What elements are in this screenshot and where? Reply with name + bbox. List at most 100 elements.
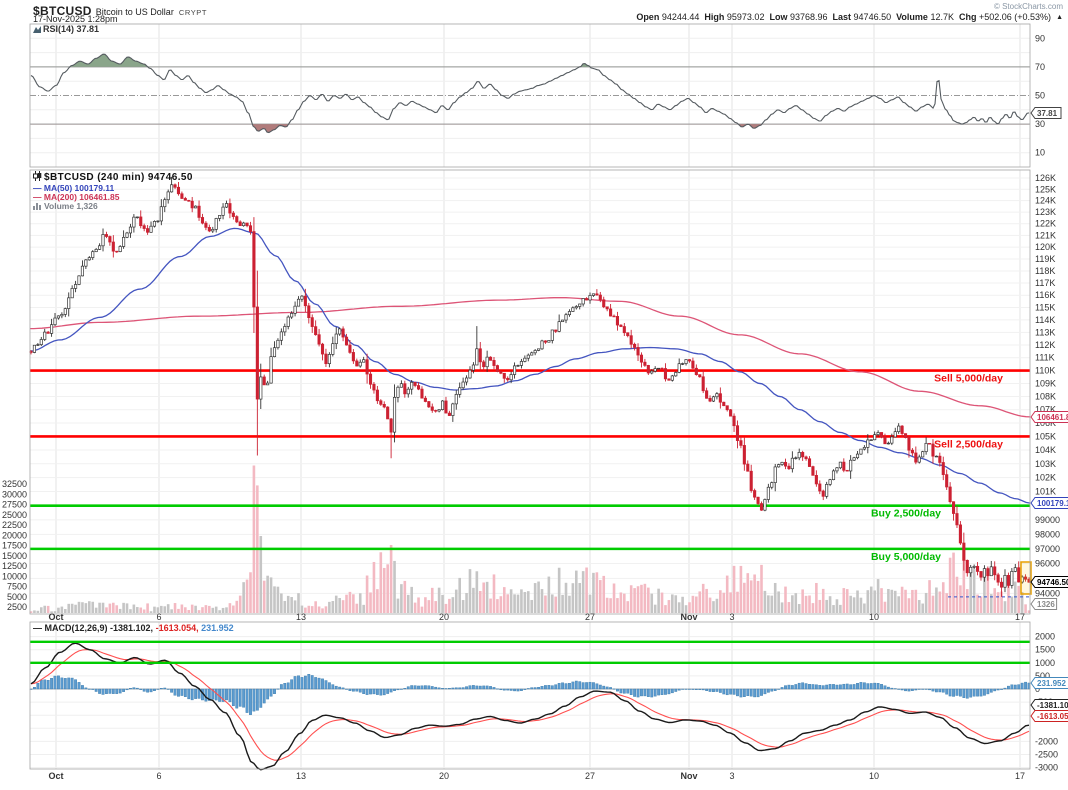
volume-axis-label: 12500: [2, 561, 27, 571]
value-pill-text: -1381.102: [1037, 701, 1068, 710]
symbol-name: Bitcoin to US Dollar: [95, 7, 174, 17]
volume-axis-label: 22500: [2, 520, 27, 530]
macd-axis-label: -2500: [1035, 750, 1058, 760]
candlestick-icon: [33, 171, 42, 183]
price-axis-label: 112K: [1035, 340, 1055, 350]
x-axis-label: 13: [296, 771, 306, 781]
x-axis-label: 27: [585, 771, 595, 781]
price-axis-label: 98000: [1035, 529, 1060, 539]
price-axis-label: 94000: [1035, 588, 1060, 598]
value-pill: [1030, 710, 1068, 722]
low-value: 93768.96: [789, 12, 828, 22]
rsi-axis-label: 10: [1035, 148, 1045, 158]
price-axis-label: 111K: [1035, 353, 1055, 363]
price-axis-label: 124K: [1035, 196, 1056, 206]
macd-axis-label: 1000: [1035, 658, 1055, 668]
price-axis-label: 116K: [1035, 290, 1055, 300]
symbol-ticker: $BTCUSD: [33, 4, 92, 18]
macd-axis-label: 1500: [1035, 645, 1055, 655]
price-axis-label: 105K: [1035, 431, 1056, 441]
macd-hist-value: 231.952: [201, 623, 234, 633]
volume-axis-label: 15000: [2, 551, 27, 561]
macd-legend: — MACD(12,26,9) -1381.102, -1613.054, 23…: [33, 624, 234, 633]
value-pill-text: -1613.054: [1037, 712, 1068, 721]
price-alert-label: Buy 2,500/day: [871, 508, 941, 520]
price-axis-label: 101K: [1035, 487, 1056, 497]
price-axis-label: 109K: [1035, 378, 1056, 388]
volume-axis-label: 20000: [2, 530, 27, 540]
main-chart-title: $BTCUSD (240 min) 94746.50: [44, 172, 193, 183]
x-axis-label: 20: [439, 612, 449, 622]
volume-axis-label: 7500: [7, 582, 27, 592]
price-axis-label: 104K: [1035, 445, 1056, 455]
price-axis-label: 118K: [1035, 266, 1055, 276]
x-axis-label: 6: [156, 771, 161, 781]
low-label: Low: [769, 12, 788, 22]
macd-signal-value: -1613.054,: [155, 623, 199, 633]
open-label: Open: [636, 12, 660, 22]
chg-label: Chg: [958, 12, 977, 22]
price-axis-label: 102K: [1035, 473, 1056, 483]
macd-axis-label: 2000: [1035, 632, 1055, 642]
price-axis-label: 123K: [1035, 207, 1056, 217]
volume-axis-label: 27500: [2, 500, 27, 510]
rsi-axis-label: 30: [1035, 119, 1045, 129]
area-chart-icon: [33, 25, 41, 35]
rsi-axis-label: 90: [1035, 33, 1045, 43]
volume-axis-label: 5000: [7, 592, 27, 602]
x-axis-label: 13: [296, 612, 306, 622]
price-axis-label: 122K: [1035, 219, 1056, 229]
value-pill: [1030, 677, 1068, 689]
value-pill: [1030, 107, 1062, 119]
price-axis-label: 115K: [1035, 302, 1055, 312]
x-axis-label: 20: [439, 771, 449, 781]
x-axis-label: 3: [729, 771, 734, 781]
value-pill-text: 106461.85: [1037, 413, 1068, 422]
price-axis-label: 117K: [1035, 278, 1055, 288]
price-axis-label: 99000: [1035, 515, 1060, 525]
volume-value: 12.7K: [930, 12, 954, 22]
price-axis-label: 121K: [1035, 230, 1056, 240]
x-axis-label: Nov: [680, 612, 697, 622]
rsi-legend-text: RSI(14) 37.81: [43, 24, 100, 34]
x-axis-label: 10: [869, 771, 879, 781]
last-label: Last: [832, 12, 852, 22]
x-axis-label: 6: [156, 612, 161, 622]
price-axis-label: 108K: [1035, 392, 1056, 402]
ma50-legend: — MA(50) 100179.11: [33, 183, 115, 193]
volume-axis-label: 2500: [7, 602, 27, 612]
volume-legend: Volume 1,326: [44, 201, 98, 211]
x-axis-label: Oct: [48, 771, 63, 781]
ma200-legend: — MA(200) 106461.85: [33, 192, 120, 202]
open-value: 94244.44: [661, 12, 700, 22]
volume-axis-label: 17500: [2, 541, 27, 551]
price-axis-label: 97000: [1035, 544, 1060, 554]
price-axis-label: 106K: [1035, 418, 1056, 428]
symbol-exchange: CRYPT: [178, 8, 208, 17]
value-pill: [1030, 598, 1058, 610]
value-pill: [1030, 699, 1068, 711]
x-axis-label: 10: [869, 612, 879, 622]
volume-label: Volume: [896, 12, 928, 22]
x-axis-label: 17: [1015, 612, 1025, 622]
x-axis-label: Nov: [680, 771, 697, 781]
value-pill-text: 231.952: [1037, 679, 1066, 688]
volume-axis-label: 30000: [2, 489, 27, 499]
price-axis-label: 113K: [1035, 327, 1055, 337]
value-pill: [1030, 411, 1068, 423]
macd-legend-text: — MACD(12,26,9) -1381.102,: [33, 623, 154, 633]
volume-axis-label: 32500: [2, 479, 27, 489]
price-axis-label: 103K: [1035, 459, 1056, 469]
value-pill-text: 1326: [1037, 600, 1055, 609]
copyright-link[interactable]: © StockCharts.com: [993, 2, 1063, 11]
x-axis-label: 27: [585, 612, 595, 622]
price-alert-label: Sell 5,000/day: [934, 373, 1003, 385]
chg-value: +502.06 (+0.53%): [979, 12, 1052, 22]
value-pill-text: 37.81: [1037, 109, 1058, 118]
price-axis-label: 107K: [1035, 405, 1056, 415]
rsi-axis-label: 70: [1035, 62, 1045, 72]
value-pill-text: 100179.1: [1037, 499, 1068, 508]
quote-summary: Open 94244.44 High 95973.02 Low 93768.96…: [636, 12, 1063, 22]
